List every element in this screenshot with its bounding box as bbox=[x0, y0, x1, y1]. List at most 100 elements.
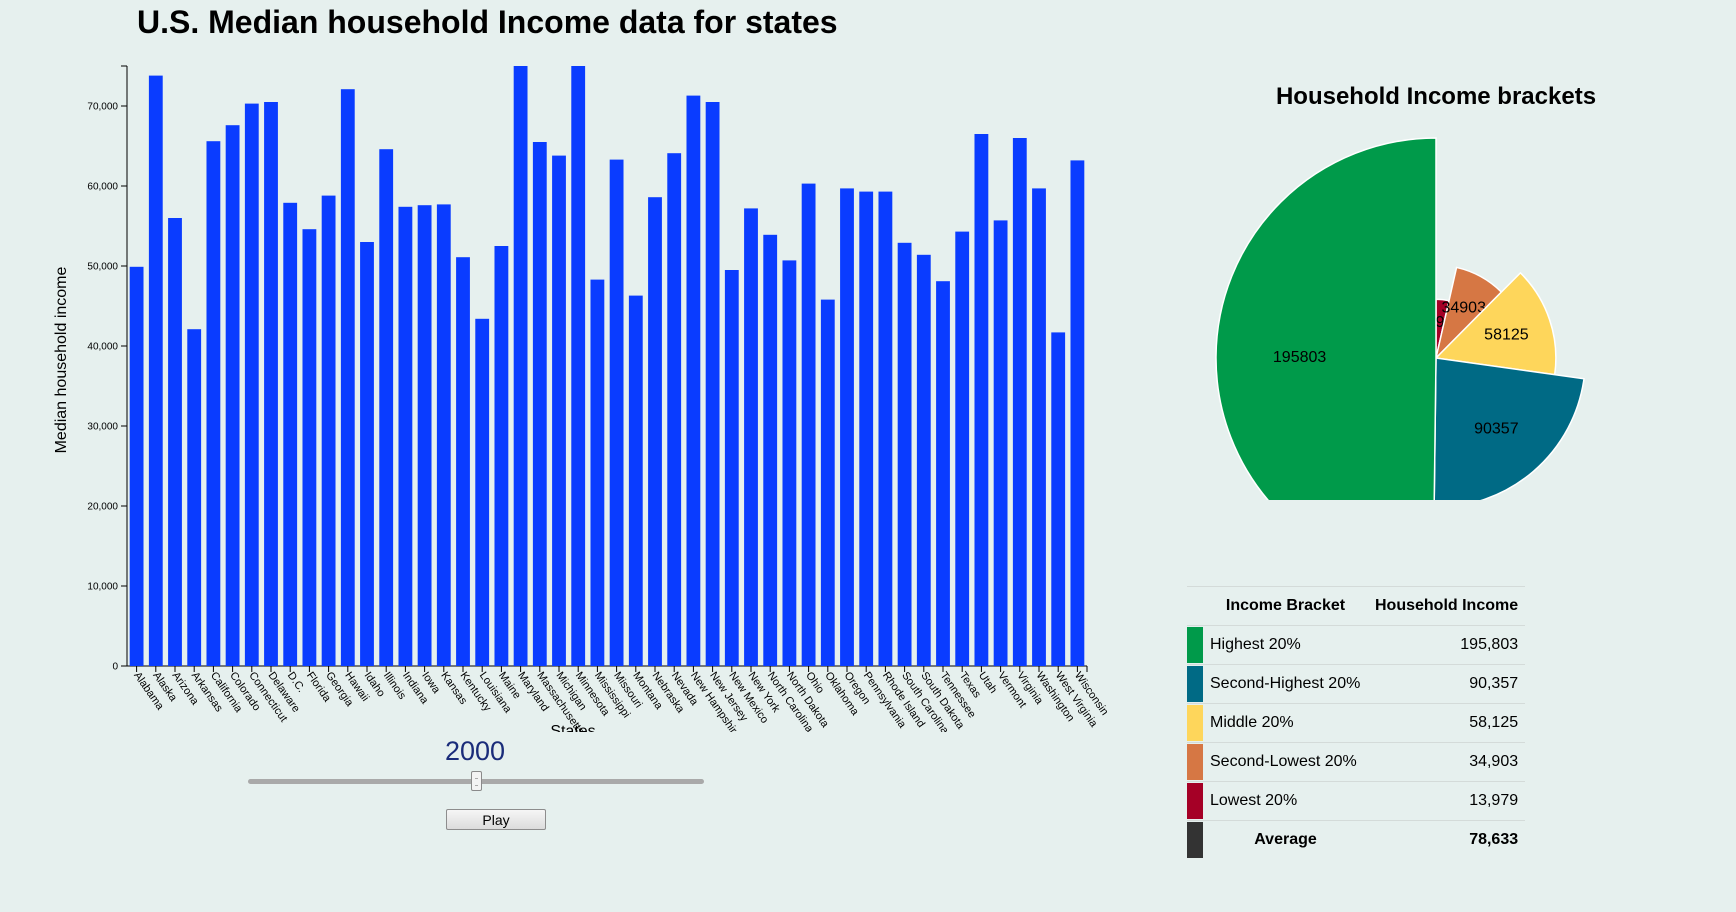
y-tick-label: 60,000 bbox=[87, 182, 118, 193]
bracket-income: 90,357 bbox=[1368, 664, 1526, 703]
bar[interactable] bbox=[168, 218, 182, 666]
bar[interactable] bbox=[628, 295, 643, 666]
y-tick-label: 10,000 bbox=[87, 582, 118, 593]
slider-thumb[interactable] bbox=[470, 771, 482, 791]
color-swatch bbox=[1187, 703, 1203, 742]
bar[interactable] bbox=[475, 318, 490, 666]
year-label: 2000 bbox=[444, 736, 506, 766]
bar[interactable] bbox=[1012, 138, 1027, 666]
y-tick-label: 40,000 bbox=[87, 342, 118, 353]
pie-slice[interactable] bbox=[1215, 137, 1437, 500]
bracket-income: 58,125 bbox=[1368, 703, 1526, 742]
bar[interactable] bbox=[148, 75, 163, 667]
bar[interactable] bbox=[667, 153, 682, 666]
bar[interactable] bbox=[552, 155, 566, 666]
bar[interactable] bbox=[782, 260, 797, 666]
income-bracket-table: Income Bracket Household Income Highest … bbox=[1187, 586, 1526, 859]
pie-slice-label: 195803 bbox=[1273, 349, 1326, 366]
bracket-name: Second-Highest 20% bbox=[1203, 664, 1368, 703]
pie-slice-label: 58125 bbox=[1484, 326, 1529, 343]
bar[interactable] bbox=[532, 142, 547, 666]
table-row: Middle 20% 58,125 bbox=[1187, 703, 1526, 742]
pie-slice-label: 90357 bbox=[1474, 420, 1519, 437]
pie-chart-title: Household Income brackets bbox=[1275, 83, 1597, 110]
average-row: Average 78,633 bbox=[1187, 820, 1526, 859]
bracket-income: 34,903 bbox=[1368, 742, 1526, 781]
swatch-header bbox=[1187, 586, 1203, 625]
color-swatch bbox=[1187, 820, 1203, 859]
bar[interactable] bbox=[360, 242, 374, 666]
page-title: U.S. Median household Income data for st… bbox=[137, 4, 838, 40]
column-header-bracket: Income Bracket bbox=[1203, 586, 1368, 625]
y-tick-label: 20,000 bbox=[87, 502, 118, 513]
bar[interactable] bbox=[686, 95, 701, 667]
bar[interactable] bbox=[398, 206, 413, 667]
bar[interactable] bbox=[590, 279, 605, 666]
bar[interactable] bbox=[763, 234, 778, 667]
bar[interactable] bbox=[916, 254, 931, 667]
bar[interactable] bbox=[340, 89, 355, 666]
bar[interactable] bbox=[1032, 188, 1046, 666]
bar[interactable] bbox=[129, 266, 144, 666]
bar[interactable] bbox=[283, 202, 298, 667]
play-button[interactable]: Play bbox=[446, 809, 546, 830]
x-axis-title: States bbox=[550, 723, 595, 732]
bar[interactable] bbox=[878, 191, 893, 666]
bar[interactable] bbox=[974, 134, 989, 666]
bar[interactable] bbox=[244, 103, 259, 667]
bar[interactable] bbox=[321, 195, 336, 666]
bar[interactable] bbox=[801, 183, 816, 666]
bracket-name: Highest 20% bbox=[1203, 625, 1368, 664]
bar[interactable] bbox=[936, 281, 950, 666]
year-slider[interactable] bbox=[248, 771, 704, 793]
bracket-name: Middle 20% bbox=[1203, 703, 1368, 742]
bar[interactable] bbox=[820, 299, 835, 666]
bar[interactable] bbox=[436, 204, 451, 666]
bar[interactable] bbox=[955, 231, 970, 666]
bar[interactable] bbox=[494, 246, 509, 666]
pie-slice[interactable] bbox=[1434, 271, 1557, 376]
pie-slice[interactable] bbox=[1433, 357, 1585, 500]
bar[interactable] bbox=[648, 197, 662, 666]
bracket-income: 195,803 bbox=[1368, 625, 1526, 664]
y-tick-label: 70,000 bbox=[87, 102, 118, 113]
bar[interactable] bbox=[264, 102, 278, 666]
bar[interactable] bbox=[859, 191, 874, 666]
bar[interactable] bbox=[571, 66, 586, 666]
bar[interactable] bbox=[206, 141, 221, 666]
color-swatch bbox=[1187, 664, 1203, 703]
bar[interactable] bbox=[897, 242, 912, 667]
bar[interactable] bbox=[1070, 160, 1085, 666]
bar[interactable] bbox=[1051, 332, 1066, 666]
y-tick-label: 0 bbox=[112, 662, 118, 673]
color-swatch bbox=[1187, 742, 1203, 781]
bar[interactable] bbox=[456, 257, 470, 666]
bar[interactable] bbox=[993, 220, 1008, 666]
bar[interactable] bbox=[609, 159, 624, 666]
bracket-income: 78,633 bbox=[1368, 820, 1526, 859]
table-row: Highest 20% 195,803 bbox=[1187, 625, 1526, 664]
bar[interactable] bbox=[840, 188, 854, 666]
bracket-income: 13,979 bbox=[1368, 781, 1526, 820]
bar[interactable] bbox=[513, 66, 528, 666]
column-header-income: Household Income bbox=[1368, 586, 1526, 625]
bar[interactable] bbox=[187, 329, 202, 666]
pie-slice-label: 34903 bbox=[1441, 300, 1486, 317]
bar[interactable] bbox=[744, 208, 758, 666]
bar[interactable] bbox=[379, 149, 394, 666]
bar[interactable] bbox=[225, 125, 240, 666]
table-row: Lowest 20% 13,979 bbox=[1187, 781, 1526, 820]
table-row: Second-Highest 20% 90,357 bbox=[1187, 664, 1526, 703]
bar[interactable] bbox=[417, 205, 432, 666]
table-row: Second-Lowest 20% 34,903 bbox=[1187, 742, 1526, 781]
table-header-row: Income Bracket Household Income bbox=[1187, 586, 1526, 625]
color-swatch bbox=[1187, 781, 1203, 820]
bar[interactable] bbox=[302, 229, 317, 666]
bar[interactable] bbox=[705, 102, 720, 666]
bar-chart: 0 10,000 20,000 30,000 40,000 50,000 60,000 70,… bbox=[53, 65, 1111, 732]
bracket-name: Second-Lowest 20% bbox=[1203, 742, 1368, 781]
bar[interactable] bbox=[724, 270, 739, 666]
bracket-name: Average bbox=[1203, 820, 1368, 859]
bracket-name: Lowest 20% bbox=[1203, 781, 1368, 820]
